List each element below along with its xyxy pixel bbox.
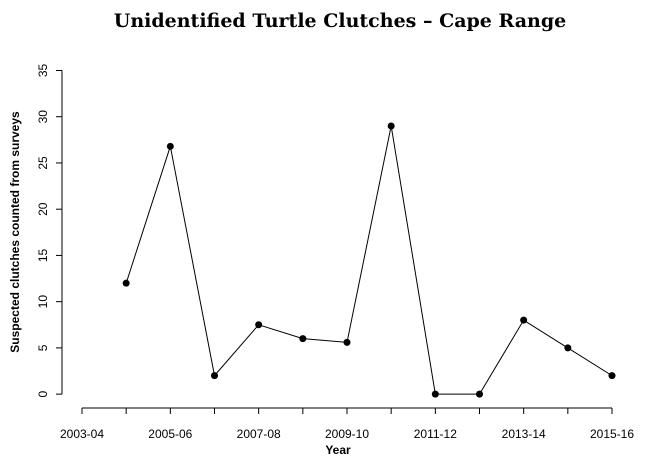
y-tick-label: 5 bbox=[36, 344, 50, 351]
y-axis-title: Suspected clutches counted from surveys bbox=[8, 111, 22, 353]
data-point bbox=[166, 142, 174, 150]
x-axis-title: Year bbox=[325, 443, 351, 457]
y-tick-label: 30 bbox=[36, 110, 50, 124]
x-tick-label: 2009-10 bbox=[325, 427, 369, 441]
y-tick-label: 10 bbox=[36, 295, 50, 309]
y-tick-label: 25 bbox=[36, 156, 50, 170]
y-tick-label: 15 bbox=[36, 248, 50, 262]
data-point bbox=[608, 372, 616, 380]
x-tick-label: 2003-04 bbox=[60, 427, 104, 441]
x-tick-label: 2007-08 bbox=[237, 427, 281, 441]
data-point bbox=[211, 372, 218, 380]
data-point bbox=[520, 316, 528, 324]
x-tick-label: 2005-06 bbox=[148, 427, 192, 441]
data-point bbox=[255, 321, 263, 329]
data-point bbox=[122, 279, 130, 287]
data-point bbox=[299, 335, 307, 343]
chart-title: Unidentified Turtle Clutches – Cape Rang… bbox=[114, 10, 566, 32]
x-tick-label: 2011-12 bbox=[414, 427, 457, 441]
data-point bbox=[343, 338, 351, 346]
data-point bbox=[431, 390, 439, 398]
x-tick-label: 2013-14 bbox=[502, 427, 546, 441]
y-tick-label: 20 bbox=[36, 202, 50, 216]
y-tick-label: 0 bbox=[36, 390, 50, 397]
data-point bbox=[387, 122, 395, 130]
x-tick-label: 2015-16 bbox=[590, 427, 634, 441]
data-point bbox=[476, 390, 483, 398]
data-point bbox=[564, 344, 572, 352]
y-tick-label: 35 bbox=[36, 63, 50, 77]
data-line bbox=[125, 125, 613, 395]
